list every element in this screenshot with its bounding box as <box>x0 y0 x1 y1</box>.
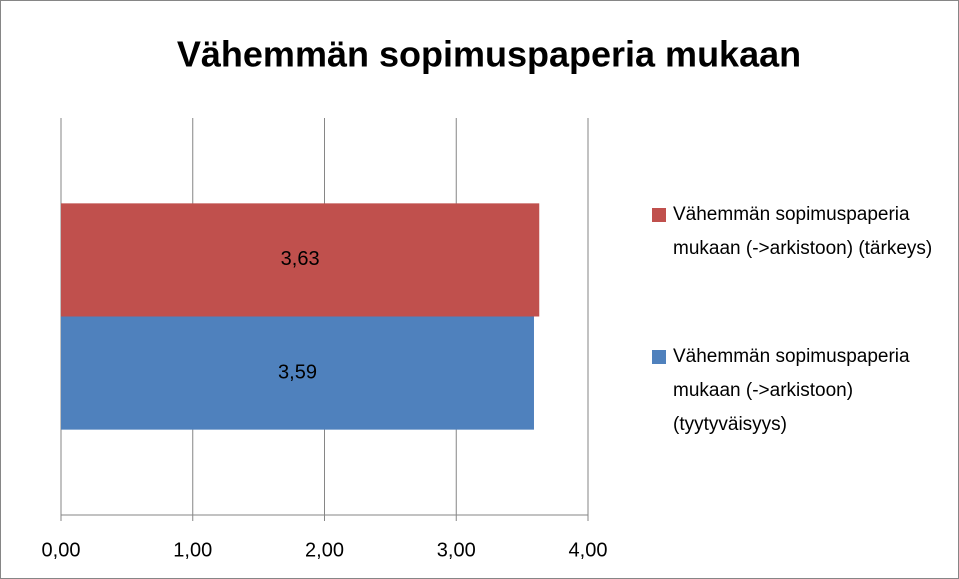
legend-swatch <box>652 208 666 222</box>
x-tick-label: 1,00 <box>173 539 212 561</box>
legend-label: Vähemmän sopimuspaperia mukaan (->arkist… <box>673 346 910 435</box>
legend-swatch <box>652 350 666 364</box>
legend-item: Vähemmän sopimuspaperia mukaan (->arkist… <box>652 198 942 266</box>
data-label: 3,63 <box>281 248 320 270</box>
legend-label: Vähemmän sopimuspaperia mukaan (->arkist… <box>673 204 933 259</box>
chart-title: Vähemmän sopimuspaperia mukaan <box>177 34 801 75</box>
x-tick-label: 2,00 <box>305 539 344 561</box>
bar <box>61 316 534 430</box>
x-tick-label: 3,00 <box>437 539 476 561</box>
x-tick-label: 4,00 <box>569 539 608 561</box>
x-tick-label: 0,00 <box>42 539 81 561</box>
legend-item: Vähemmän sopimuspaperia mukaan (->arkist… <box>652 340 942 442</box>
data-label: 3,59 <box>278 361 317 383</box>
bar <box>61 203 540 317</box>
